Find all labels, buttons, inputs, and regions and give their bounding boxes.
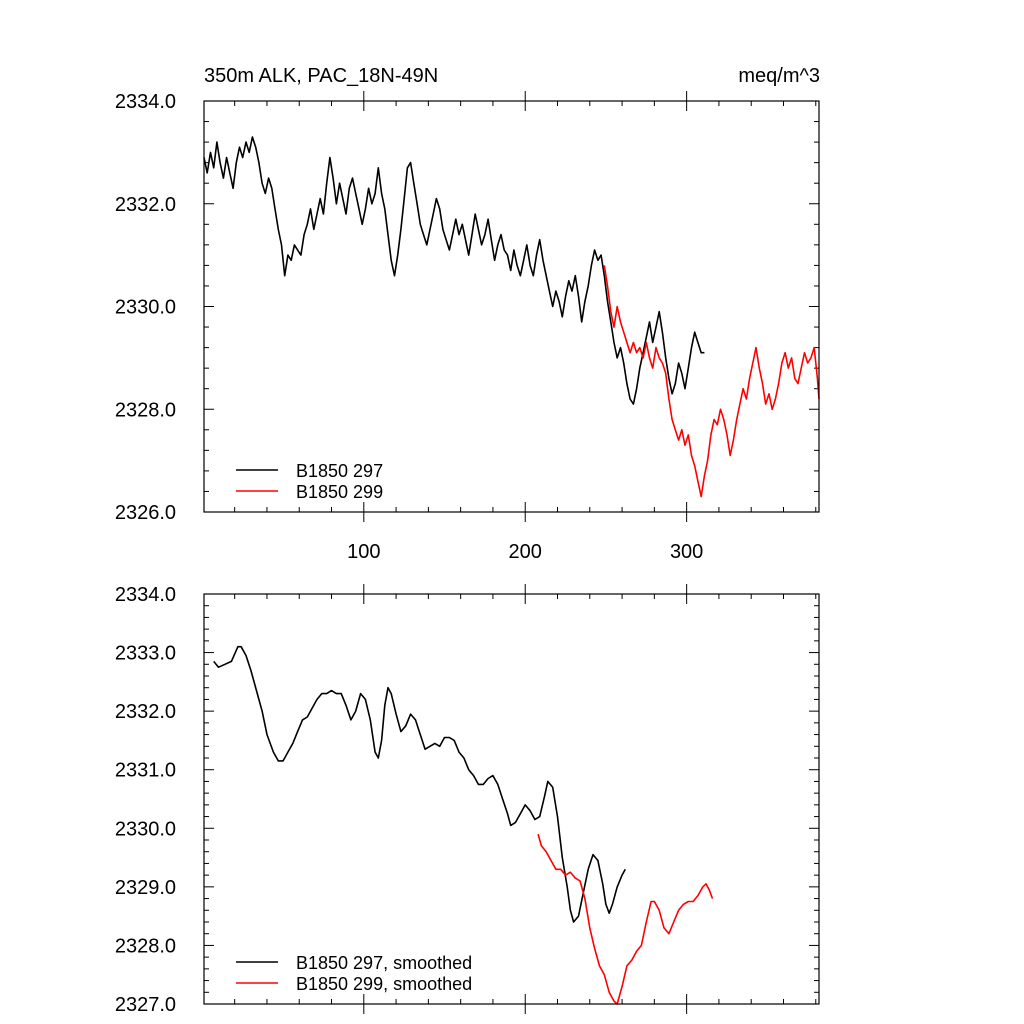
y-tick-label: 2327.0 [115,994,176,1016]
bottom-series-lines [213,645,714,1005]
top-legend-label-299: B1850 299 [296,482,383,502]
y-tick-label: 2330.0 [115,818,176,840]
y-tick-label: 2332.0 [115,701,176,723]
top-series-lines [203,136,820,498]
top-legend-label-297: B1850 297 [296,461,383,481]
top-series-line-297 [203,136,705,405]
top-plot-frame [203,100,820,513]
top-title: 350m ALK, PAC_18N-49N [204,65,438,87]
x-tick-label: 100 [347,541,380,563]
top-units: meq/m^3 [738,65,820,87]
y-tick-label: 2333.0 [115,643,176,665]
y-tick-label: 2326.0 [115,502,176,524]
bottom-legend-label-299: B1850 299, smoothed [296,974,472,994]
top-legend: B1850 297 B1850 299 [236,461,383,502]
y-tick-label: 2328.0 [115,935,176,957]
bottom-plot-frame [203,593,820,1005]
x-tick-label: 200 [509,541,542,563]
top-panel: 350m ALK, PAC_18N-49N meq/m^3 2334.0 2332… [115,65,820,563]
top-ticks: 2334.0 2332.0 2330.0 2328.0 2326.0 100 200 300 [115,91,819,563]
y-tick-label: 2331.0 [115,760,176,782]
bottom-series-line-299 [537,833,714,1005]
bottom-legend: B1850 297, smoothed B1850 299, smoothed [236,953,472,994]
y-tick-label: 2328.0 [115,399,176,421]
y-tick-label: 2334.0 [115,91,176,113]
bottom-panel: 2334.0 2333.0 2332.0 2331.0 2330.0 2329.0 2328… [115,584,820,1016]
x-tick-label: 300 [670,541,703,563]
y-tick-label: 2329.0 [115,877,176,899]
bottom-legend-label-297: B1850 297, smoothed [296,953,472,973]
bottom-series-line-297 [213,645,627,923]
top-series-line-299 [603,265,820,498]
y-tick-label: 2332.0 [115,194,176,216]
y-tick-label: 2330.0 [115,297,176,319]
bottom-ticks: 2334.0 2333.0 2332.0 2331.0 2330.0 2329.0 2328… [115,584,819,1016]
y-tick-label: 2334.0 [115,584,176,606]
